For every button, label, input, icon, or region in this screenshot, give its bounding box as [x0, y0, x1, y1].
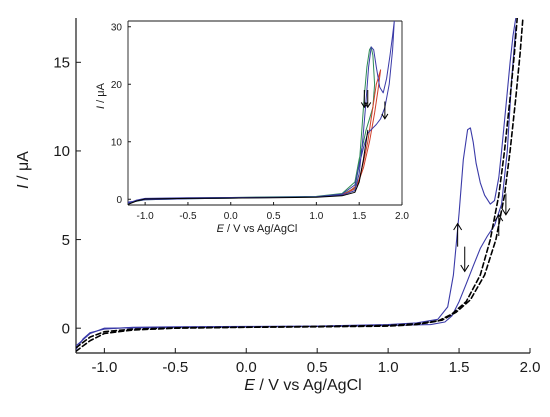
inset-y-tick-label: 10: [111, 137, 123, 148]
inset-y-tick-label: 20: [111, 80, 123, 91]
inset-x-tick-label: 0.5: [267, 211, 281, 222]
inset-x-axis-title: E / V vs Ag/AgCl: [217, 223, 298, 235]
inset-y-tick-label: 30: [111, 22, 123, 33]
main-series-line-4: [76, 18, 524, 349]
main-x-tick-label: -0.5: [162, 359, 188, 376]
main-x-axis-title: E / V vs Ag/AgCl: [244, 377, 361, 394]
inset-scan-direction-arrow: [381, 101, 389, 120]
inset-x-tick-label: 1.0: [309, 211, 323, 222]
main-x-tick-label: 1.0: [378, 359, 399, 376]
main-x-tick-label: 1.5: [449, 359, 470, 376]
inset-x-tick-label: -0.5: [179, 211, 197, 222]
inset-x-tick-label: -1.0: [137, 211, 155, 222]
main-y-tick-label: 10: [53, 143, 70, 160]
main-y-tick-label: 5: [62, 232, 70, 249]
main-y-tick-label: 0: [62, 320, 70, 337]
main-scan-direction-arrow: [460, 246, 470, 273]
main-series-line-3: [76, 18, 518, 352]
main-x-tick-label: 0.0: [236, 359, 257, 376]
main-y-axis-title: I / μA: [15, 151, 32, 189]
inset-scan-direction-arrow: [364, 90, 372, 109]
main-x-tick-label: 2.0: [520, 359, 541, 376]
inset-x-tick-label: 2.0: [395, 211, 409, 222]
inset-series-line-4: [128, 129, 369, 205]
inset-background: [128, 21, 402, 205]
inset-y-axis-title: I / μA: [95, 82, 107, 109]
inset-x-tick-label: 0.0: [224, 211, 238, 222]
main-x-tick-label: -1.0: [91, 359, 117, 376]
main-scan-direction-arrow: [494, 213, 504, 237]
main-y-tick-label: 15: [53, 55, 70, 72]
main-scan-direction-arrow: [453, 222, 463, 247]
inset-plot: -1.0 -0.5 0.0 0.5 1.0 1.5 2.0 0 10 20 30 E / V vs A…: [95, 20, 409, 235]
inset-series-line-3: [128, 21, 395, 204]
main-scan-direction-arrow: [501, 193, 511, 216]
inset-x-tick-label: 1.5: [352, 211, 366, 222]
inset-y-tick-label: 0: [116, 195, 122, 206]
main-plot: -1.0 -0.5 0.0 0.5 1.0 1.5 2.0 0 5 10 15 E / V vs Ag…: [15, 18, 540, 394]
main-x-tick-label: 0.5: [307, 359, 328, 376]
